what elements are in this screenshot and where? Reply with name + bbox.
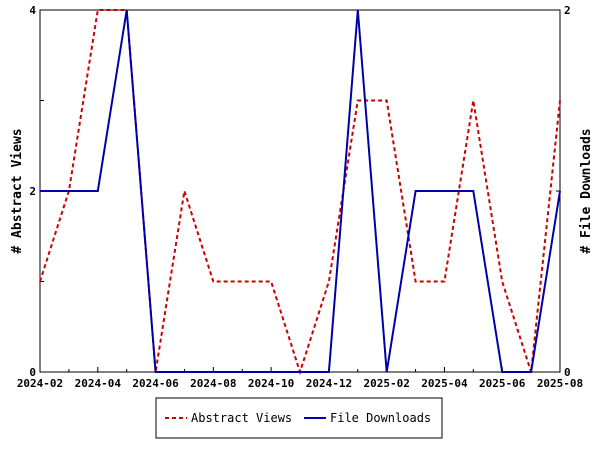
legend: Abstract Views File Downloads bbox=[155, 397, 443, 439]
x-tick-label: 2025-02 bbox=[363, 377, 409, 390]
x-tick-label: 2024-04 bbox=[75, 377, 122, 390]
y-axis-right-title: # File Downloads bbox=[579, 128, 594, 253]
y-left-tick-label: 4 bbox=[29, 4, 36, 17]
y-right-tick-label: 2 bbox=[564, 4, 571, 17]
y-left-tick-label: 2 bbox=[29, 185, 36, 198]
legend-abstract-views-label: Abstract Views bbox=[191, 411, 292, 425]
x-tick-label: 2025-08 bbox=[537, 377, 583, 390]
legend-file-downloads-label: File Downloads bbox=[330, 411, 431, 425]
x-tick-label: 2024-12 bbox=[306, 377, 352, 390]
legend-box bbox=[155, 397, 443, 439]
y-right-tick-label: 0 bbox=[564, 366, 571, 379]
series-layer bbox=[39, 9, 561, 376]
x-tick-label: 2025-06 bbox=[479, 377, 526, 390]
y-axis-left-title: # Abstract Views bbox=[10, 128, 25, 253]
series-line-file-downloads bbox=[40, 9, 561, 373]
x-tick-label: 2024-10 bbox=[248, 377, 294, 390]
x-tick-label: 2024-06 bbox=[132, 377, 179, 390]
y-left-tick-label: 0 bbox=[29, 366, 36, 379]
x-tick-label: 2024-08 bbox=[190, 377, 236, 390]
x-tick-label: 2024-02 bbox=[17, 377, 63, 390]
x-axis: 2024-02 2024-04 2024-06 2024-08 2024-10 2024-… bbox=[17, 367, 583, 390]
x-tick-label: 2025-04 bbox=[421, 377, 468, 390]
